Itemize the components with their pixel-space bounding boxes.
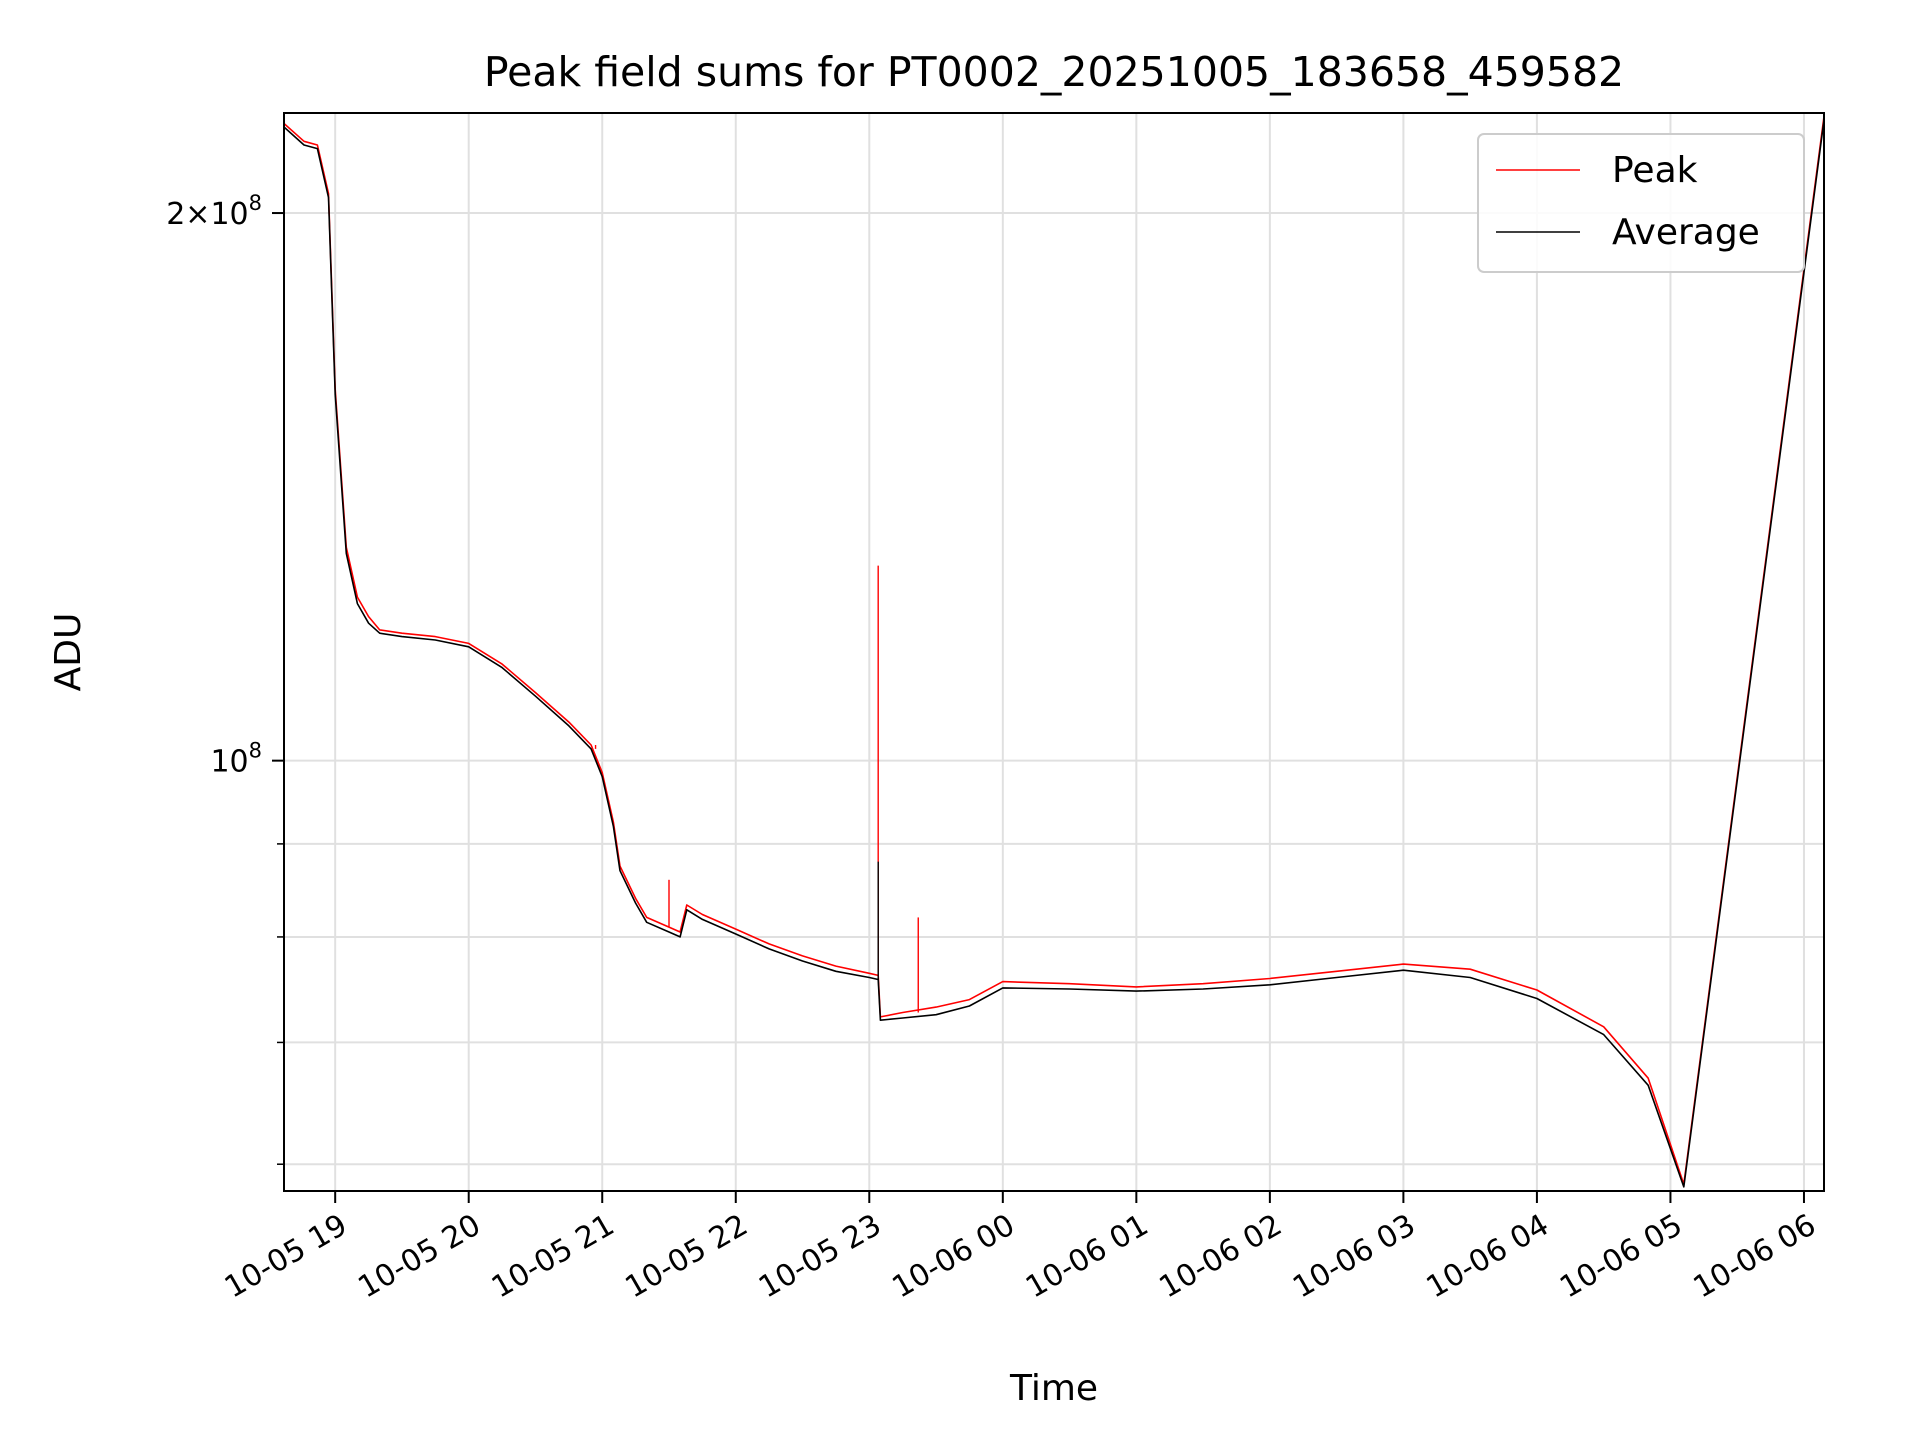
series-line-peak [283, 116, 1825, 1185]
y-tick-label: 2×108 [166, 191, 262, 232]
series-group [283, 116, 1825, 1188]
y-axis-label: ADU [48, 613, 89, 692]
y-tick-label: 108 [210, 739, 262, 780]
chart-title: Peak field sums for PT0002_20251005_1836… [484, 48, 1624, 96]
legend-label-peak: Peak [1612, 150, 1698, 191]
legend-label-average: Average [1612, 212, 1760, 253]
plot-frame [283, 112, 1825, 1192]
legend-box [1477, 133, 1805, 273]
grid [284, 113, 1824, 1191]
series-line-average [283, 119, 1825, 1188]
x-axis-label: Time [1009, 1368, 1098, 1409]
legend: Peak Average [1477, 133, 1805, 273]
